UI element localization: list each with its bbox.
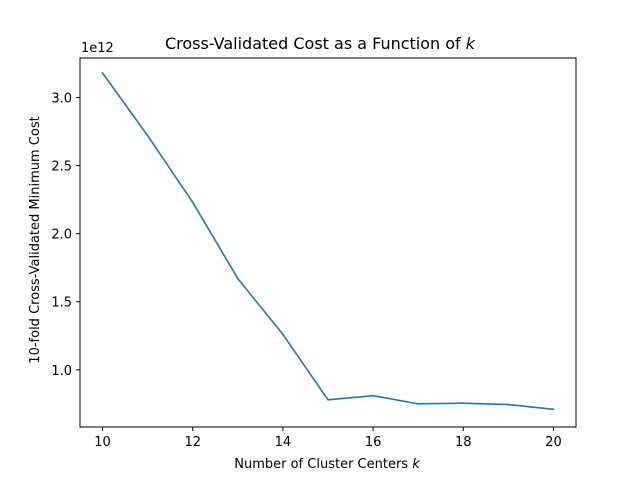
chart-title-text: Cross-Validated Cost as a Function of	[165, 34, 466, 53]
data-point	[101, 72, 104, 74]
series-line-segment	[462, 402, 510, 406]
data-point	[327, 398, 329, 401]
data-point	[146, 134, 149, 137]
x-axis-label-text: Number of Cluster Centers	[234, 457, 412, 472]
x-tick-label: 12	[184, 435, 201, 450]
plot-area-frame	[79, 57, 577, 428]
x-axis-label-variable: k	[412, 457, 420, 472]
series-line-segment	[282, 333, 329, 401]
data-point	[372, 394, 374, 397]
y-tick-label: 2.0	[51, 228, 72, 243]
chart-title-variable: k	[466, 34, 476, 53]
series-line-segment	[507, 403, 555, 411]
series-line-segment	[146, 134, 194, 204]
chart-title: Cross-Validated Cost as a Function of k	[165, 34, 476, 53]
x-tick-label: 14	[275, 435, 292, 450]
y-tick-label: 2.5	[51, 160, 72, 175]
ticks-layer: 10 12 14 16 18 20 1.0 1.5 2.0 2.5 3.0	[51, 91, 561, 450]
y-axis-offset-text: 1e12	[81, 41, 114, 56]
x-axis-label: Number of Cluster Centers k	[234, 457, 420, 472]
data-point	[552, 408, 555, 411]
data-point	[191, 201, 194, 204]
data-point	[282, 333, 284, 336]
series-line-segment	[327, 394, 374, 401]
y-tick-label: 1.5	[51, 296, 72, 311]
series-line-segment	[372, 394, 419, 405]
x-tick-label: 16	[365, 435, 382, 450]
x-tick-label: 20	[545, 435, 562, 450]
series-line-segment	[101, 72, 149, 137]
data-point	[507, 403, 510, 406]
y-axis-label: 10-fold Cross-Validated Minimum Cost	[28, 116, 43, 363]
series-0	[101, 72, 555, 411]
series-layer	[101, 72, 555, 411]
x-tick-label: 18	[455, 435, 472, 450]
x-tick-label: 10	[94, 435, 111, 450]
data-point	[462, 402, 465, 404]
series-line-segment	[191, 201, 239, 280]
y-tick-label: 3.0	[51, 91, 72, 106]
series-line-segment	[417, 402, 465, 405]
series-line-segment	[237, 277, 284, 336]
data-point	[417, 403, 419, 405]
y-tick-label: 1.0	[51, 364, 72, 379]
data-point	[237, 277, 239, 280]
